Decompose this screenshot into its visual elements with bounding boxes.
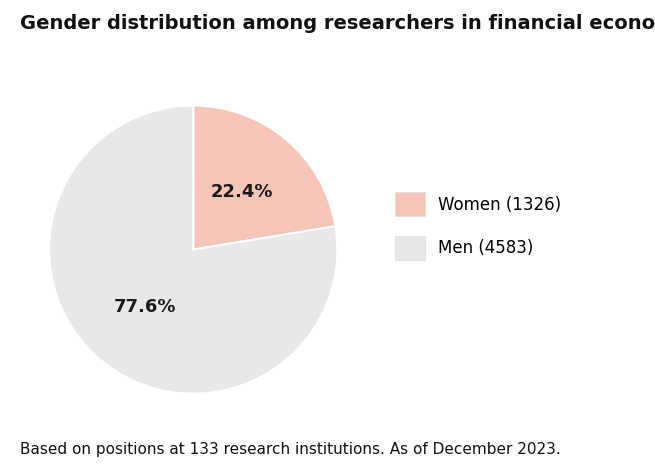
Text: Based on positions at 133 research institutions. As of December 2023.: Based on positions at 133 research insti… bbox=[20, 442, 561, 457]
Legend: Women (1326), Men (4583): Women (1326), Men (4583) bbox=[388, 186, 568, 266]
Text: Gender distribution among researchers in financial economics: Gender distribution among researchers in… bbox=[20, 14, 655, 33]
Wedge shape bbox=[49, 106, 337, 394]
Text: 22.4%: 22.4% bbox=[210, 184, 273, 202]
Wedge shape bbox=[193, 106, 335, 250]
Text: 77.6%: 77.6% bbox=[113, 298, 176, 316]
